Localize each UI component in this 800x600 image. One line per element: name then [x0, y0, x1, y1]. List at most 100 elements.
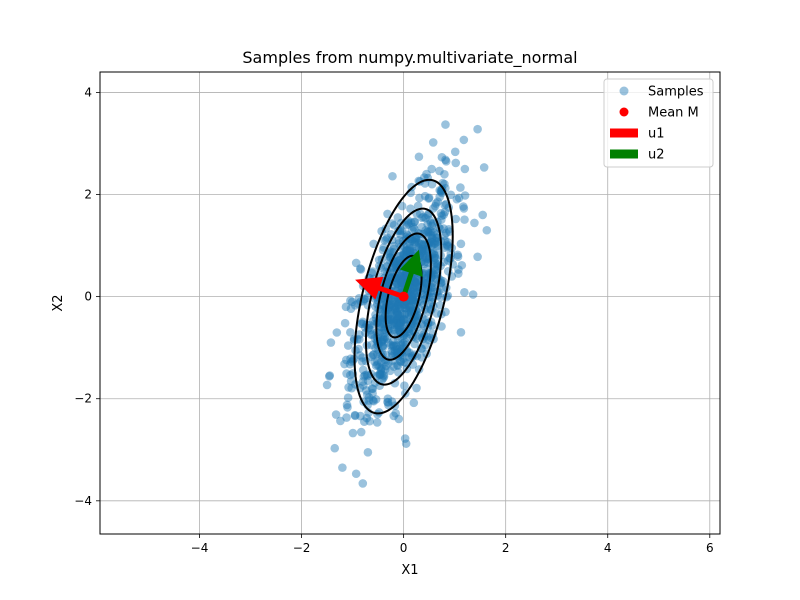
sample-point	[400, 310, 410, 319]
sample-point	[430, 239, 440, 248]
sample-point	[403, 231, 413, 240]
sample-point	[370, 378, 380, 388]
sample-point	[384, 338, 393, 347]
sample-point	[387, 314, 396, 324]
sample-point	[375, 370, 385, 380]
sample-point	[399, 315, 409, 325]
sample-point	[369, 350, 378, 359]
sample-point	[386, 300, 396, 309]
sample-point	[358, 377, 368, 386]
sample-point	[396, 278, 406, 288]
sample-point	[400, 434, 410, 443]
sample-point	[393, 301, 403, 310]
sample-point	[392, 315, 401, 325]
sample-point	[414, 242, 423, 252]
sample-point	[404, 310, 413, 320]
sample-point	[405, 243, 415, 253]
sample-point	[362, 413, 372, 423]
sample-point	[436, 292, 445, 302]
sample-point	[399, 315, 409, 324]
sample-point	[377, 306, 386, 315]
sample-point	[388, 319, 398, 329]
sample-point	[355, 330, 364, 339]
legend-patch	[610, 149, 638, 159]
sample-point	[405, 239, 414, 248]
sample-point	[422, 227, 432, 237]
sample-point	[367, 330, 377, 339]
sample-point	[399, 250, 409, 259]
sample-point	[372, 418, 382, 427]
sample-point	[428, 219, 438, 228]
sample-point	[418, 246, 427, 256]
sample-point	[390, 320, 399, 330]
sample-point	[357, 357, 367, 366]
sample-point	[394, 325, 404, 335]
sample-point	[400, 299, 409, 309]
x-axis-label: X1	[401, 563, 418, 578]
sample-point	[482, 225, 492, 235]
sample-point	[388, 171, 397, 181]
sample-point	[396, 318, 406, 328]
sample-point	[362, 370, 372, 380]
sample-point	[473, 124, 482, 134]
sample-point	[439, 224, 449, 233]
sample-point	[350, 410, 360, 420]
sample-point	[411, 277, 421, 287]
sample-point	[384, 400, 393, 410]
sample-point	[397, 309, 407, 319]
sample-point	[373, 357, 382, 366]
sample-point	[379, 373, 388, 383]
sample-point	[369, 396, 378, 406]
sample-point	[405, 348, 414, 358]
sample-point	[347, 297, 357, 307]
sample-point	[431, 265, 441, 275]
sample-point	[391, 408, 401, 418]
sample-point	[454, 193, 464, 203]
legend-patch	[610, 128, 638, 138]
sample-point	[350, 301, 360, 310]
sample-point	[430, 201, 440, 211]
sample-point	[376, 364, 386, 373]
sample-point	[423, 211, 433, 220]
sample-point	[358, 317, 368, 327]
sample-point	[438, 284, 447, 294]
sample-point	[417, 239, 427, 249]
sample-point	[400, 271, 409, 281]
sample-point	[359, 381, 368, 390]
sample-point	[380, 355, 390, 365]
sample-point	[429, 239, 439, 249]
sample-point	[424, 227, 433, 237]
sample-point	[411, 235, 420, 244]
sample-point	[411, 233, 421, 243]
sample-point	[423, 219, 432, 229]
sample-point	[435, 166, 444, 176]
sample-point	[397, 316, 406, 326]
sample-point	[437, 215, 446, 224]
sample-point	[394, 282, 403, 291]
sample-point	[431, 265, 440, 275]
sample-point	[375, 322, 385, 332]
sample-point	[361, 386, 371, 395]
sample-point	[439, 210, 449, 220]
sample-point	[399, 274, 408, 284]
sample-point	[411, 288, 420, 298]
sample-point	[427, 234, 437, 243]
sample-point	[394, 303, 404, 312]
x-tick-label: −4	[191, 541, 209, 555]
sample-point	[440, 236, 450, 246]
sample-point	[396, 273, 405, 282]
sample-point	[388, 337, 398, 347]
sample-point	[402, 247, 411, 256]
sample-point	[325, 372, 334, 381]
sample-point	[478, 210, 488, 220]
sample-point	[389, 325, 399, 335]
x-tick-label: 2	[502, 541, 510, 555]
sample-point	[377, 364, 387, 373]
sample-point	[368, 267, 378, 276]
sample-point	[396, 347, 406, 356]
sample-point	[425, 226, 435, 236]
legend-marker	[619, 86, 629, 96]
sample-point	[460, 164, 470, 174]
sample-point	[392, 360, 402, 370]
sample-point	[394, 313, 404, 323]
